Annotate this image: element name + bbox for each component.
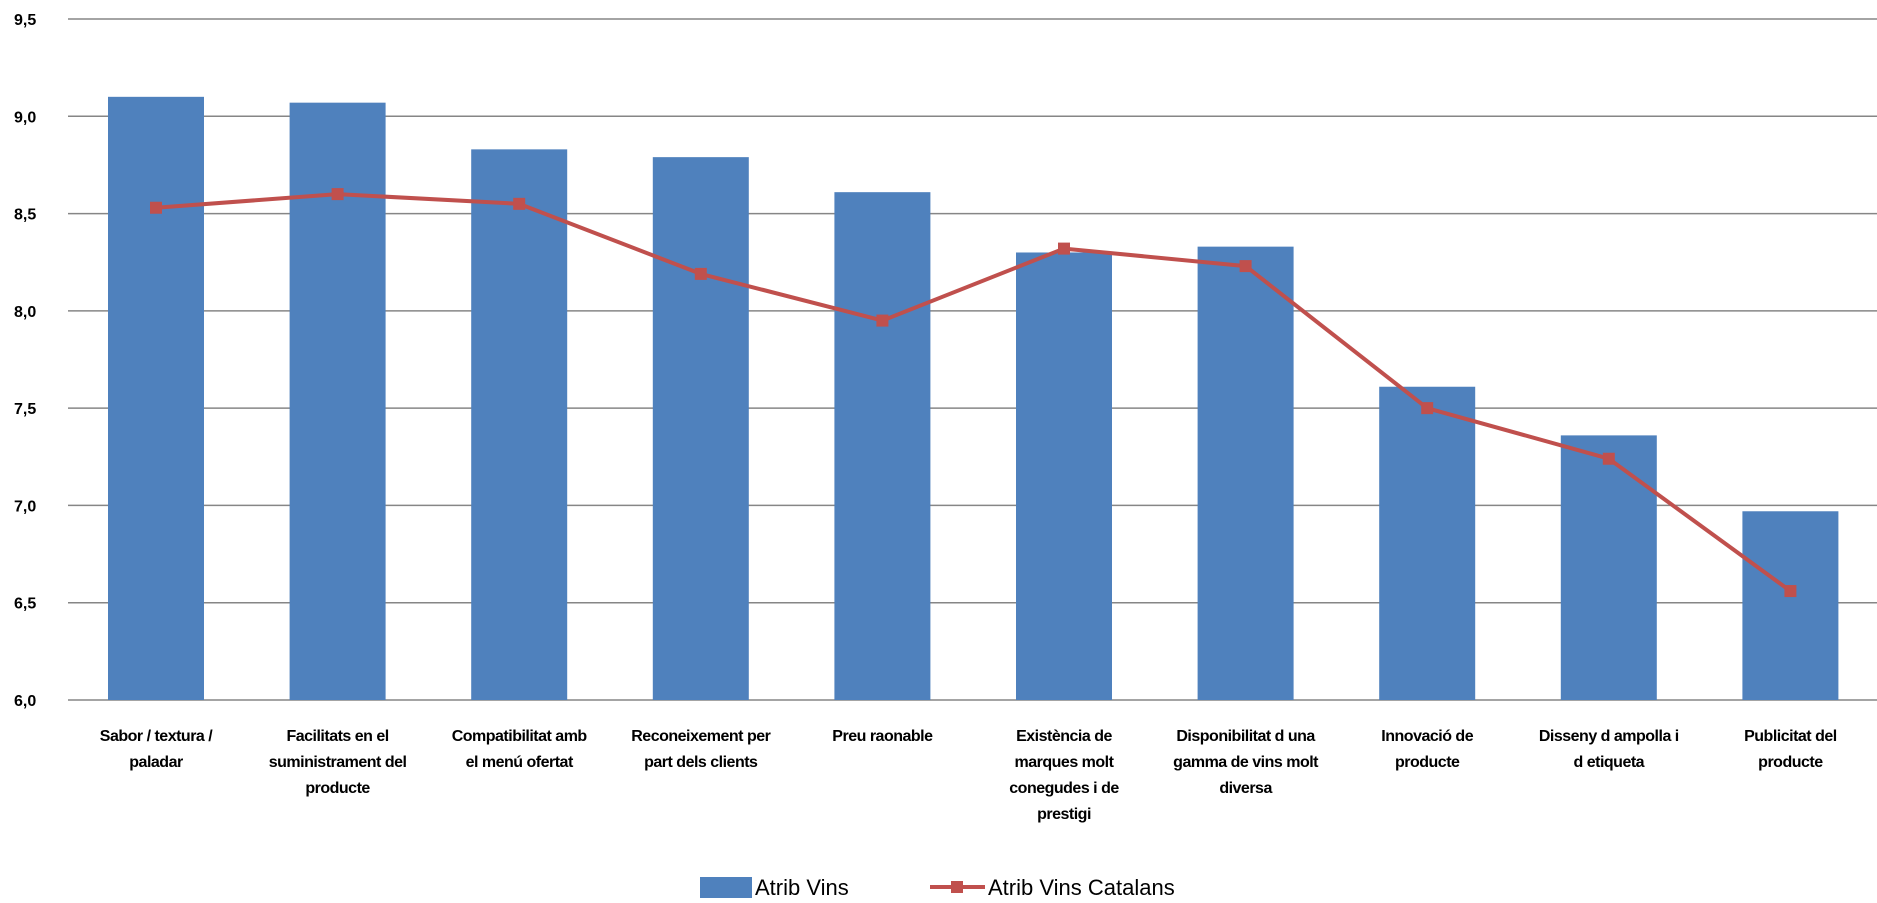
x-tick-label: paladar: [129, 754, 183, 771]
bar: [1379, 386, 1476, 700]
x-tick-label: suministrament del: [269, 754, 407, 771]
line-point: [694, 267, 707, 280]
x-tick-label: Preu raonable: [832, 728, 933, 745]
line-point: [150, 201, 162, 214]
x-tick-label: producte: [1758, 754, 1823, 771]
line-point: [1058, 242, 1070, 255]
line-series-path: [155, 192, 1792, 593]
x-tick-label: Facilitats en el: [286, 728, 388, 745]
x-tick-label: producte: [305, 780, 370, 797]
line-point: [1784, 585, 1797, 598]
x-tick-label: producte: [1395, 754, 1460, 771]
bar: [652, 157, 749, 700]
line-series: [150, 188, 1797, 598]
x-tick-label: conegudes i de: [1009, 780, 1119, 797]
x-tick-label: Publicitat del: [1744, 728, 1837, 745]
x-tick-label: Compatibilitat amb: [452, 728, 588, 745]
y-tick-label: 8,5: [14, 207, 36, 224]
legend-label-bars: Atrib Vins: [755, 875, 849, 898]
x-tick-label: Reconeixement per: [631, 728, 770, 745]
bar: [289, 102, 386, 700]
legend-label-line: Atrib Vins Catalans: [988, 875, 1175, 898]
y-tick-label: 6,0: [14, 693, 36, 710]
x-tick-label: Disponibilitat d una: [1176, 728, 1315, 745]
y-tick-label: 7,5: [14, 401, 36, 418]
x-tick-label: prestigi: [1037, 806, 1091, 823]
line-point: [1602, 452, 1615, 465]
bar: [834, 192, 931, 700]
line-point: [1421, 402, 1434, 415]
line-point: [876, 314, 889, 327]
y-tick-label: 8,0: [14, 304, 36, 321]
x-tick-label: gamma de vins molt: [1173, 754, 1319, 771]
x-tick-label: el menú ofertat: [466, 754, 574, 771]
y-tick-label: 9,0: [14, 109, 36, 126]
bar: [1016, 252, 1112, 700]
legend-swatch-bars: [700, 877, 752, 898]
legend: Atrib Vins Atrib Vins Catalans: [700, 875, 1175, 900]
bar-series: [108, 96, 1839, 701]
y-tick-label: 7,0: [14, 498, 36, 515]
x-tick-label: part dels clients: [644, 754, 758, 771]
x-tick-label: Existència de: [1016, 728, 1112, 745]
x-tick-label: d etiqueta: [1574, 754, 1645, 771]
x-tick-label: diversa: [1219, 780, 1272, 797]
y-tick-label: 9,5: [14, 12, 36, 29]
x-tick-label: Sabor / textura /: [100, 728, 213, 745]
x-tick-label: Innovació de: [1381, 728, 1473, 745]
x-tick-label: marques molt: [1015, 754, 1115, 771]
bar: [1197, 246, 1294, 701]
bar: [471, 149, 568, 700]
line-point: [513, 197, 526, 210]
x-tick-label: Disseny d ampolla i: [1539, 728, 1679, 745]
line-point: [331, 188, 344, 201]
bar: [1742, 511, 1839, 700]
y-axis-ticks: 6,0 6,5 7,0 7,5 8,0 8,5 9,0 9,5: [14, 12, 36, 710]
y-tick-label: 6,5: [14, 596, 36, 613]
bar: [108, 96, 204, 701]
x-axis-labels: Sabor / textura / paladar Facilitats en el…: [100, 728, 1837, 823]
bar: [1560, 435, 1657, 700]
line-point: [1239, 260, 1252, 273]
legend-swatch-marker: [951, 881, 963, 893]
